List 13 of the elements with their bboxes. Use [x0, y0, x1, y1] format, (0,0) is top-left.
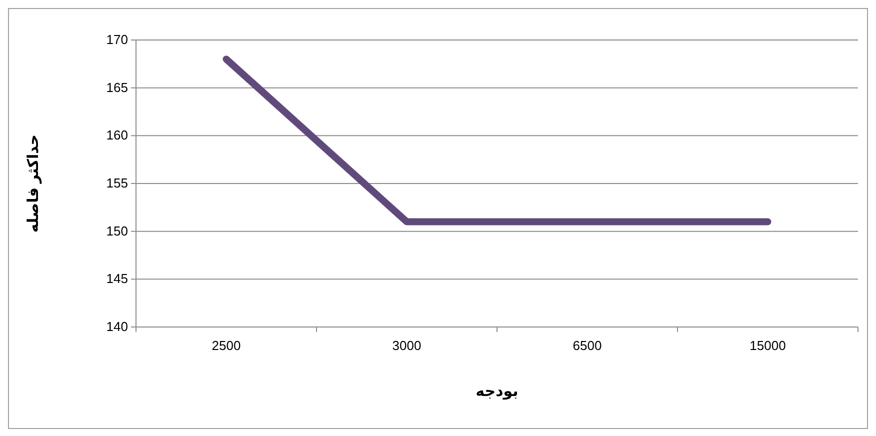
- y-tick-label: 155: [106, 176, 128, 190]
- x-axis-title: بودجه: [476, 383, 518, 400]
- y-axis-title: حداکثر فاصله: [25, 134, 42, 233]
- y-tick-label: 140: [106, 319, 128, 334]
- x-tick-label: 15000: [750, 338, 786, 353]
- y-tick-label: 160: [106, 128, 128, 143]
- y-tick-label: 145: [106, 271, 128, 286]
- x-tick-label: 2500: [212, 338, 241, 353]
- y-tick-label: 150: [106, 223, 128, 238]
- y-tick-label: 165: [106, 80, 128, 95]
- x-tick-label: 3000: [392, 338, 422, 353]
- x-tick-label: 6500: [572, 338, 602, 353]
- y-tick-label: 170: [106, 32, 128, 47]
